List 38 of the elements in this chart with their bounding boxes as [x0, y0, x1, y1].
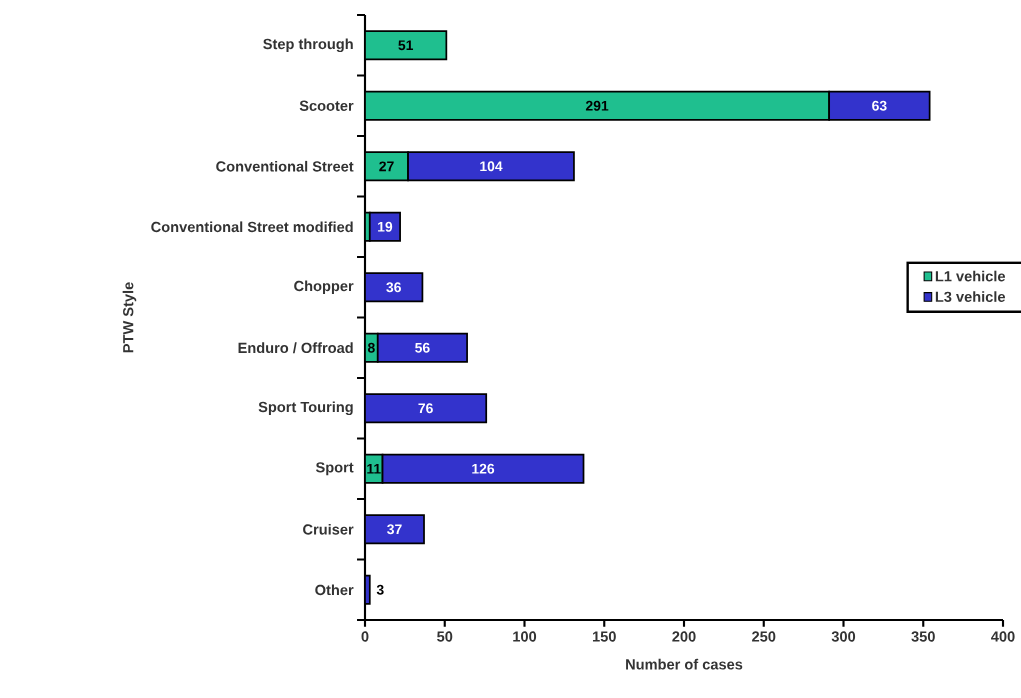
data-label: 19 — [378, 221, 393, 232]
x-axis-title: Number of cases — [626, 658, 743, 670]
bar — [368, 211, 401, 242]
data-label: 56 — [415, 342, 430, 353]
data-label: 3 — [376, 584, 384, 595]
x-tick-label: 0 — [361, 631, 369, 642]
y-tick-label: Step through — [263, 38, 353, 53]
data-label: 36 — [386, 282, 401, 293]
data-label: 104 — [480, 161, 503, 172]
data-label: 11 — [367, 463, 381, 474]
x-tick-label: 150 — [592, 631, 616, 642]
x-tick-label: 250 — [752, 631, 776, 642]
data-label: 37 — [387, 524, 402, 535]
y-tick-label: Chopper — [294, 280, 354, 295]
x-tick-label: 300 — [831, 631, 856, 642]
y-tick-label: Scooter — [299, 100, 354, 111]
data-label: 76 — [418, 403, 433, 414]
y-tick-label: Sport — [315, 462, 354, 476]
data-label: 27 — [379, 161, 394, 172]
legend-label: L3 vehicle — [935, 291, 1006, 302]
x-tick-label: 350 — [911, 631, 935, 642]
data-label: 291 — [585, 100, 609, 111]
y-tick-label: Sport Touring — [258, 401, 353, 416]
y-tick-label: Enduro / Offroad — [238, 342, 353, 354]
data-label: 8 — [367, 342, 375, 353]
data-label: 63 — [872, 100, 887, 111]
x-tick-label: 50 — [437, 631, 453, 642]
y-tick-label: Conventional Street modified — [151, 221, 353, 233]
x-tick-label: 100 — [513, 631, 537, 642]
y-axis-title: PTW Style — [122, 282, 137, 353]
x-tick-label: 400 — [991, 631, 1015, 642]
legend-label: L1 vehicle — [935, 270, 1006, 282]
data-label: 51 — [398, 40, 414, 51]
x-tick-label: 200 — [672, 631, 696, 642]
y-tick-label: Cruiser — [303, 523, 354, 535]
y-tick-label: Conventional Street — [216, 160, 354, 172]
y-tick-label: Other — [315, 584, 354, 596]
data-label: 126 — [472, 463, 495, 474]
